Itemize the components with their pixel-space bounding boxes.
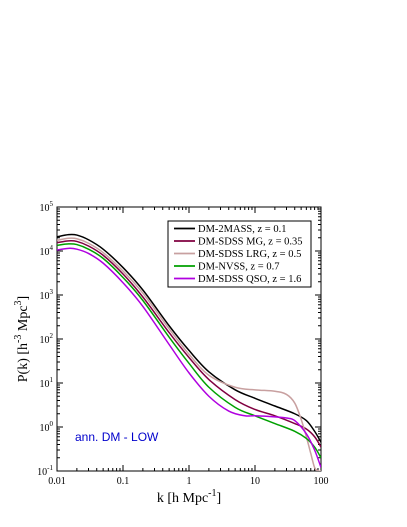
- legend-label: DM-2MASS, z = 0.1: [198, 224, 286, 235]
- x-tick-label: 1: [187, 476, 192, 487]
- legend-label: DM-SDSS LRG, z = 0.5: [198, 249, 301, 260]
- series-lines: [57, 233, 321, 471]
- legend: DM-2MASS, z = 0.1DM-SDSS MG, z = 0.35DM-…: [167, 220, 312, 288]
- y-tick-labels: 10-1 100 101 102 103 104 105: [37, 200, 53, 478]
- x-tick-label: 0.1: [117, 476, 130, 487]
- y-tick-label: 102: [40, 332, 54, 346]
- x-tick-labels: 0.01 0.1 1 10 100: [48, 476, 328, 487]
- series-line-4: [57, 243, 321, 459]
- x-tick-label: 10: [250, 476, 260, 487]
- x-tick-label: 100: [314, 476, 329, 487]
- y-tick-label: 100: [40, 420, 54, 434]
- series-line-1: [57, 233, 321, 443]
- y-tick-label: 105: [40, 200, 54, 214]
- legend-label: DM-SDSS QSO, z = 1.6: [198, 274, 301, 285]
- x-axis-label: k [h Mpc-1]: [157, 488, 221, 506]
- y-tick-label: 10-1: [37, 464, 53, 478]
- legend-box: [167, 220, 312, 288]
- y-tick-label: 104: [40, 244, 54, 258]
- legend-label: DM-NVSS, z = 0.7: [198, 262, 279, 273]
- series-line-5: [57, 247, 321, 468]
- series-line-3: [57, 237, 321, 471]
- axis-ticks: [56, 206, 322, 472]
- y-tick-label: 101: [40, 376, 54, 390]
- x-tick-label: 0.01: [48, 476, 66, 487]
- y-axis-label: P(k) [h-3 Mpc3]: [13, 296, 31, 382]
- legend-label: DM-SDSS MG, z = 0.35: [198, 237, 303, 248]
- y-tick-label: 103: [40, 288, 54, 302]
- chart-annotation: ann. DM - LOW: [75, 430, 159, 444]
